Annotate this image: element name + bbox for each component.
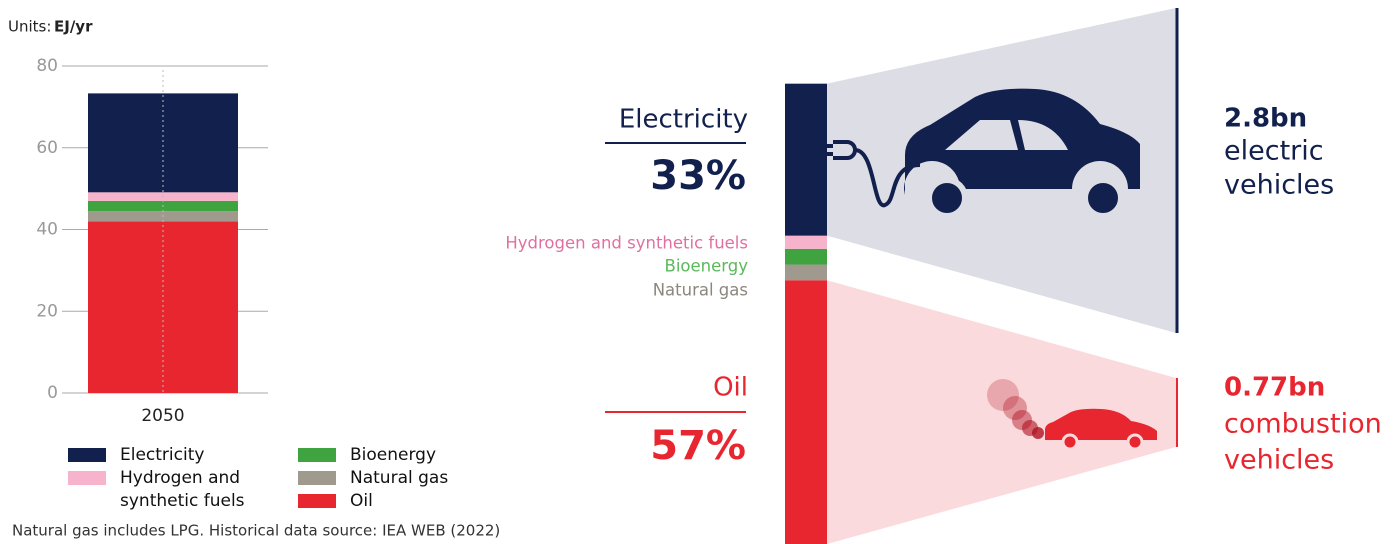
units: EJ/yr [54, 18, 93, 36]
wheel [1061, 433, 1079, 451]
legend-swatch [298, 471, 336, 485]
plug [827, 140, 921, 208]
share-segment [785, 264, 827, 281]
legend-item: Natural gas [298, 467, 480, 490]
bar-segment [88, 93, 238, 193]
share-segment [785, 235, 827, 249]
legend-label: Electricity [120, 445, 205, 465]
share-segment [785, 83, 827, 236]
count-text: combustion [1224, 409, 1382, 440]
wheel [926, 177, 968, 219]
wheel [1082, 177, 1124, 219]
segment-label: Oil [713, 373, 748, 403]
smoke [1032, 427, 1044, 439]
wheel [1126, 433, 1144, 451]
count-text: vehicles [1224, 170, 1334, 201]
ice-icon [987, 379, 1157, 451]
segment-label: Natural gas [653, 281, 748, 300]
legend-label: Hydrogen and synthetic fuels [120, 468, 245, 511]
count-text: electric [1224, 136, 1324, 167]
bar-segment [88, 221, 238, 393]
legend-swatch [68, 471, 106, 485]
legend-swatch [298, 494, 336, 508]
count-text: vehicles [1224, 445, 1334, 476]
legend-item: Hydrogen and synthetic fuels [68, 467, 250, 513]
legend-label: Bioenergy [350, 445, 437, 465]
legend-item: Oil [298, 490, 480, 513]
y-tick-label: 40 [36, 220, 58, 240]
y-tick-label: 80 [36, 56, 58, 76]
legend-item: Bioenergy [298, 444, 480, 467]
funnel [827, 280, 1176, 544]
units-label: Units: [8, 18, 51, 36]
segment-label: Electricity [619, 105, 748, 135]
segment-label: Hydrogen and synthetic fuels [505, 234, 748, 253]
legend-swatch [68, 448, 106, 462]
smoke [1003, 396, 1027, 420]
car [904, 88, 1140, 195]
share: 33% [650, 153, 746, 199]
smoke [987, 379, 1019, 411]
y-tick-label: 0 [47, 383, 58, 403]
legend-label: Oil [350, 491, 373, 511]
car [1045, 408, 1157, 440]
window [945, 120, 1068, 150]
y-tick-label: 20 [36, 301, 58, 321]
legend-swatch [298, 448, 336, 462]
legend-label: Natural gas [350, 468, 449, 488]
x-tick-label: 2050 [141, 406, 184, 426]
share-segment [785, 248, 827, 265]
footnote: Natural gas includes LPG. Historical dat… [12, 522, 500, 540]
y-tick-label: 60 [36, 138, 58, 158]
count: 2.8bn [1224, 104, 1307, 134]
legend-item: Electricity [68, 444, 250, 467]
ev-icon [827, 88, 1140, 219]
segment-label: Bioenergy [665, 257, 749, 276]
share-segment [785, 280, 827, 544]
count: 0.77bn [1224, 373, 1325, 403]
share: 57% [650, 423, 746, 469]
